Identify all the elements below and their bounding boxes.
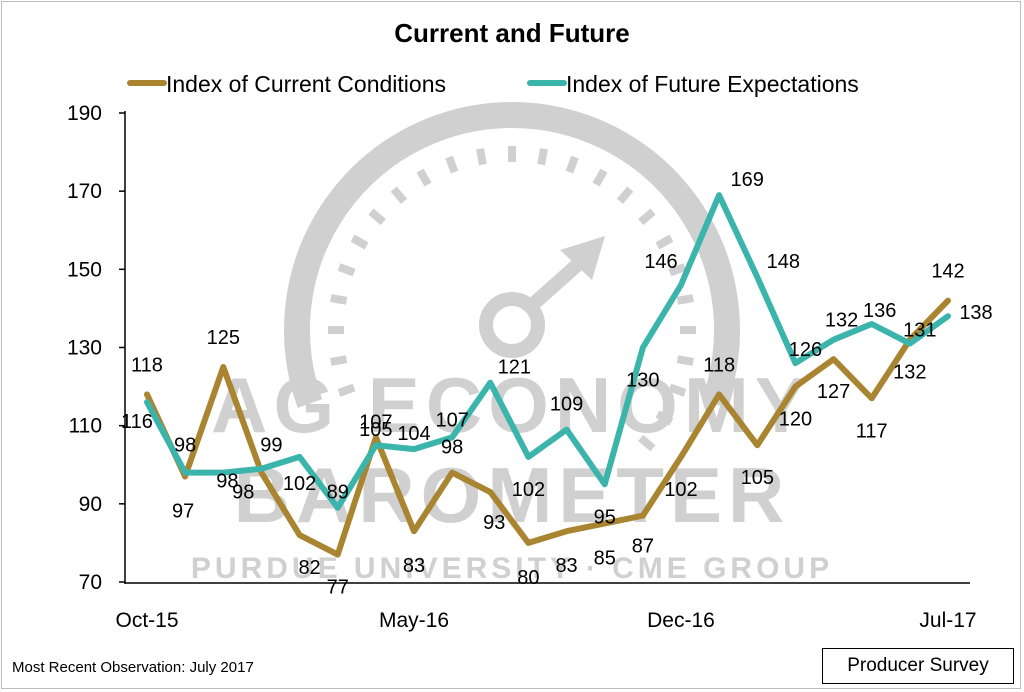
x-tick-label: Oct-15 <box>115 609 178 632</box>
watermark-tick <box>668 263 687 277</box>
data-label: 125 <box>207 327 240 349</box>
data-label: 138 <box>959 302 992 324</box>
data-label: 87 <box>632 536 654 558</box>
watermark-tick <box>537 148 548 166</box>
watermark-tick <box>676 355 694 366</box>
x-tick-label: Jul-17 <box>919 609 976 632</box>
data-label: 109 <box>550 394 583 416</box>
data-label: 107 <box>435 409 468 431</box>
watermark-tick <box>668 383 687 397</box>
watermark-tick <box>350 234 369 250</box>
watermark-arrowhead <box>560 236 605 280</box>
watermark-tick <box>445 155 459 174</box>
data-labels: 118 97 125 98 82 77 107 83 98 93 80 83 85 87 102 118 105… <box>121 169 993 599</box>
watermark-tick <box>476 148 487 166</box>
data-label: 136 <box>863 300 896 322</box>
watermark-line1: AG ECONOMY <box>211 361 813 449</box>
y-tick-label: 150 <box>67 258 102 281</box>
legend: Index of Current Conditions Index of Futu… <box>127 71 859 97</box>
data-label: 102 <box>512 479 545 501</box>
data-label: 93 <box>483 512 505 534</box>
data-label: 98 <box>174 435 196 457</box>
data-label: 127 <box>817 381 850 403</box>
watermark-tick <box>638 208 656 226</box>
watermark-arc <box>284 102 740 408</box>
producer-survey-badge: Producer Survey <box>822 648 1014 684</box>
data-label: 77 <box>327 577 349 599</box>
watermark-tick <box>337 263 356 277</box>
watermark-line3: PURDUE UNIVERSITY · CME GROUP <box>191 552 833 585</box>
data-label: 97 <box>172 500 194 522</box>
watermark-tick <box>592 168 608 187</box>
axes: 70 90 110 130 150 170 190 Oct-15 May-16 Dec-16 Jul… <box>67 102 977 632</box>
watermark-tick <box>676 294 694 305</box>
data-label: 83 <box>403 555 425 577</box>
y-tick-label: 70 <box>79 571 102 594</box>
data-label: 130 <box>626 370 659 392</box>
data-label: 98 <box>441 437 463 459</box>
data-label: 148 <box>767 251 800 273</box>
data-label: 105 <box>359 419 392 441</box>
watermark-tick <box>655 410 674 426</box>
watermark-tick <box>416 168 432 187</box>
watermark-tick <box>330 294 348 305</box>
data-label: 83 <box>555 555 577 577</box>
series-line-future-expectations <box>144 192 951 511</box>
watermark-tick <box>368 208 386 226</box>
watermark-tick <box>330 355 348 366</box>
x-tick-label: May-16 <box>379 609 449 632</box>
watermark-needle <box>525 252 590 313</box>
watermark-tick <box>337 383 356 397</box>
data-label: 169 <box>730 169 763 191</box>
data-label: 80 <box>517 567 539 589</box>
y-tick-label: 90 <box>79 493 102 516</box>
series-lines <box>144 192 951 558</box>
data-label: 116 <box>121 411 153 433</box>
chart-title: Current and Future <box>394 18 630 48</box>
data-label: 118 <box>703 354 735 376</box>
y-tick-label: 170 <box>67 180 102 203</box>
data-label: 132 <box>893 362 926 384</box>
data-label: 95 <box>594 506 616 528</box>
data-label: 99 <box>260 435 282 457</box>
data-label: 82 <box>298 557 320 579</box>
data-label: 98 <box>232 482 254 504</box>
data-label: 117 <box>856 420 888 442</box>
data-label: 126 <box>789 339 822 361</box>
data-label: 120 <box>779 409 812 431</box>
data-label: 89 <box>327 482 349 504</box>
data-label: 132 <box>825 310 858 332</box>
data-label: 105 <box>741 467 774 489</box>
y-tick-label: 110 <box>69 415 102 438</box>
watermark-tick <box>655 234 674 250</box>
watermark-tick <box>616 186 634 204</box>
watermark-tick <box>565 155 579 174</box>
data-label: 102 <box>664 479 697 501</box>
data-label: 131 <box>903 320 936 342</box>
data-label: 118 <box>131 354 163 376</box>
y-tick-label: 190 <box>67 102 102 125</box>
data-label: 98 <box>216 471 238 493</box>
data-label: 85 <box>594 547 616 569</box>
data-label: 121 <box>498 357 531 379</box>
footnote: Most Recent Observation: July 2017 <box>12 659 254 676</box>
legend-label: Index of Current Conditions <box>166 71 446 97</box>
watermark-hub <box>479 292 545 358</box>
watermark-tick <box>638 434 656 452</box>
x-tick-label: Dec-16 <box>647 609 715 632</box>
data-label: 142 <box>931 261 964 283</box>
y-tick-label: 130 <box>67 337 102 360</box>
data-label: 102 <box>283 473 316 495</box>
data-label: 104 <box>397 423 430 445</box>
data-label: 146 <box>644 251 677 273</box>
legend-label: Index of Future Expectations <box>566 71 859 97</box>
watermark-tick <box>390 186 408 204</box>
series-line-current-conditions <box>144 297 951 558</box>
data-label: 107 <box>359 411 392 433</box>
